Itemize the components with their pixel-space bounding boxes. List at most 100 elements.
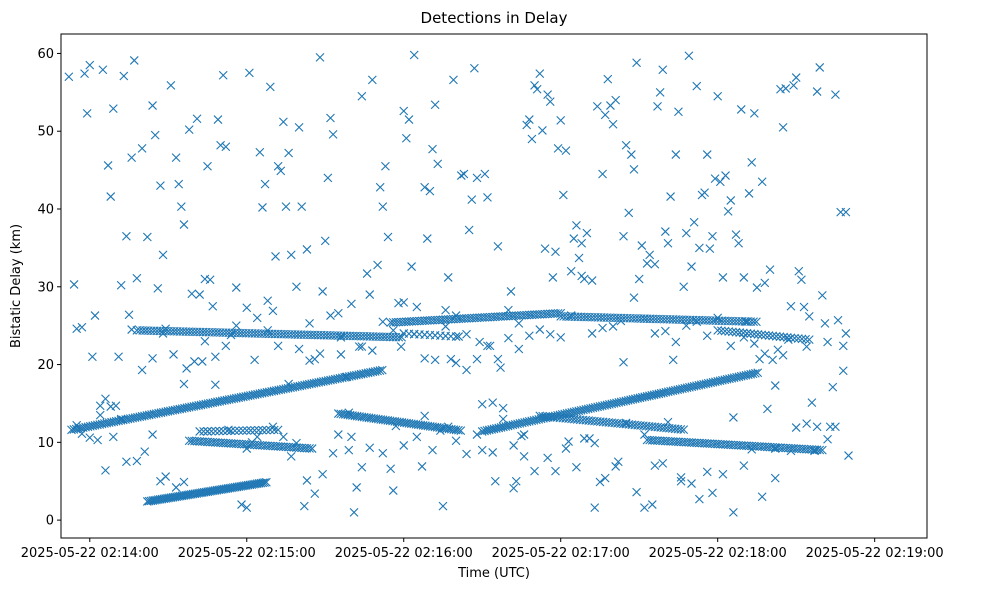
detection-point [373, 260, 382, 270]
detection-point [252, 313, 262, 323]
detection-point [386, 464, 396, 474]
detection-point [511, 476, 521, 486]
detection-point [428, 445, 437, 455]
detection-point [757, 177, 767, 187]
detections-layer [64, 50, 853, 517]
detection-point [137, 365, 147, 375]
detection-point [823, 434, 832, 444]
detection-point [137, 143, 147, 153]
detection-point [676, 476, 686, 486]
detection-point [519, 430, 529, 439]
detection-point [674, 107, 683, 117]
detection-point [472, 430, 482, 439]
detection-point [179, 379, 189, 389]
detection-point [101, 465, 110, 475]
y-tick-label: 10 [37, 436, 54, 451]
detection-point [621, 140, 631, 150]
detection-point [797, 275, 806, 285]
detection-point [572, 220, 581, 230]
detection-point [305, 444, 314, 453]
y-tick-label: 0 [46, 514, 54, 529]
detection-point [632, 487, 641, 497]
detection-point [742, 317, 751, 327]
detection-point [694, 494, 704, 504]
detection-point [203, 427, 212, 436]
detection-point [794, 266, 804, 276]
x-tick-label: 2025-05-22 02:18:00 [649, 546, 787, 561]
detection-point [595, 477, 605, 487]
detection-point [724, 327, 734, 336]
detection-point [412, 302, 422, 312]
detection-point [545, 329, 555, 339]
detection-point [564, 437, 573, 446]
detection-point [694, 243, 704, 253]
detection-point [770, 444, 780, 453]
detection-point [203, 161, 212, 171]
detection-point [381, 161, 390, 171]
detection-point [106, 192, 116, 201]
detection-point [524, 331, 534, 341]
detection-point [347, 432, 356, 442]
plot-frame [60, 33, 928, 539]
detection-point [197, 357, 207, 366]
detection-point [760, 349, 770, 359]
detection-point [119, 71, 129, 81]
detection-point [182, 364, 191, 373]
detection-point [600, 110, 610, 120]
detection-point [681, 228, 691, 238]
detection-point [459, 169, 469, 179]
detection-point [660, 227, 670, 236]
detection-point [812, 422, 822, 432]
detection-point [399, 297, 409, 307]
detection-point [561, 444, 571, 453]
detection-point [718, 469, 728, 479]
detection-point [488, 448, 498, 457]
detection-point [375, 366, 385, 375]
detection-point [760, 330, 770, 340]
detection-point [629, 293, 639, 303]
detection-point [391, 421, 401, 431]
detection-point [200, 336, 210, 346]
detection-point [242, 503, 252, 513]
detection-point [640, 503, 649, 513]
detection-point [590, 503, 600, 513]
detection-point [716, 326, 726, 336]
detection-point [190, 357, 199, 366]
detection-point [438, 501, 448, 511]
detection-point [451, 436, 461, 446]
detection-point [260, 179, 270, 189]
detection-point [174, 179, 184, 189]
detection-point [255, 147, 265, 157]
detection-point [218, 426, 228, 436]
detection-point [752, 283, 762, 292]
detection-point [294, 122, 304, 132]
detection-point [729, 507, 738, 517]
detection-point [566, 266, 576, 276]
detection-point [791, 423, 801, 432]
detection-point [668, 355, 678, 365]
detection-point [746, 329, 756, 339]
detection-point [72, 420, 82, 430]
detection-point [817, 290, 827, 300]
detection-point [676, 472, 686, 482]
detection-point [323, 173, 333, 183]
detection-point [284, 379, 294, 389]
detection-point [349, 507, 359, 517]
detection-point [802, 419, 812, 429]
detection-point [841, 329, 851, 338]
detection-point [782, 333, 792, 342]
detection-point [841, 207, 851, 217]
detection-point [770, 473, 780, 483]
detection-point [454, 332, 464, 341]
detection-point [702, 331, 712, 341]
detection-point [786, 301, 796, 311]
detection-point [775, 332, 785, 342]
detection-point [124, 310, 134, 320]
detection-point [475, 337, 484, 347]
detection-point [273, 425, 283, 435]
detection-point [90, 311, 100, 320]
detection-point [514, 318, 524, 328]
detection-point [838, 366, 848, 376]
detection-point [647, 500, 657, 509]
detection-point [791, 73, 801, 82]
